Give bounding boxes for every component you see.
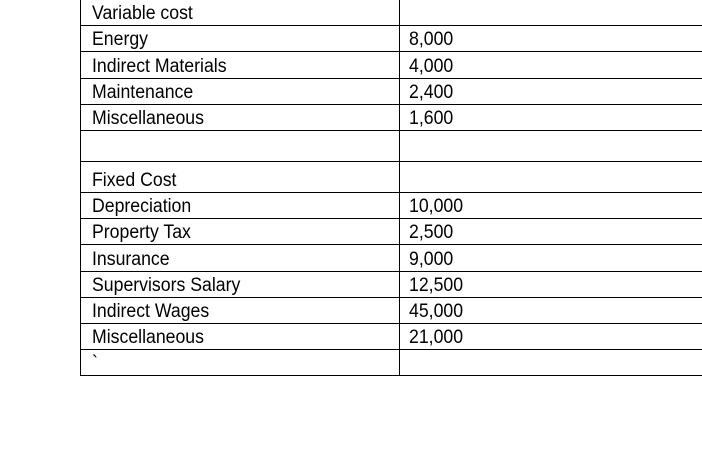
table-row: ` bbox=[80, 349, 702, 377]
row-value: 45,000 bbox=[399, 297, 702, 324]
table-row: Depreciation 10,000 bbox=[80, 192, 702, 220]
row-value: 8,000 bbox=[399, 25, 702, 53]
row-value: 10,000 bbox=[399, 192, 702, 220]
table-row: Energy 8,000 bbox=[80, 25, 702, 53]
row-label: Variable cost bbox=[80, 0, 400, 27]
row-label: Fixed Cost bbox=[80, 161, 400, 193]
table-row: Insurance 9,000 bbox=[80, 244, 702, 272]
row-label bbox=[80, 130, 400, 162]
row-label: Indirect Wages bbox=[80, 297, 400, 324]
row-label: Insurance bbox=[80, 244, 400, 272]
row-label: Miscellaneous bbox=[80, 104, 400, 131]
row-label: Supervisors Salary bbox=[80, 271, 400, 298]
table-row: Fixed Cost bbox=[80, 161, 702, 193]
row-value: 2,500 bbox=[399, 218, 702, 246]
row-value: 9,000 bbox=[399, 244, 702, 272]
row-label: Miscellaneous bbox=[80, 323, 400, 351]
row-label: Depreciation bbox=[80, 192, 400, 220]
row-label: ` bbox=[80, 349, 400, 377]
row-value: 21,000 bbox=[399, 323, 702, 351]
row-value: 2,400 bbox=[399, 78, 702, 105]
table-row: Supervisors Salary 12,500 bbox=[80, 271, 702, 298]
table-row: Miscellaneous 21,000 bbox=[80, 323, 702, 351]
cost-table: Variable cost Energy 8,000 Indirect Mate… bbox=[80, 0, 702, 377]
row-value bbox=[399, 0, 702, 27]
row-value: 1,600 bbox=[399, 104, 702, 131]
row-label: Indirect Materials bbox=[80, 51, 400, 79]
row-value: 12,500 bbox=[399, 271, 702, 298]
table-row: Miscellaneous 1,600 bbox=[80, 104, 702, 131]
row-label: Maintenance bbox=[80, 78, 400, 105]
table-row: Property Tax 2,500 bbox=[80, 218, 702, 246]
row-value bbox=[399, 130, 702, 162]
table-row bbox=[80, 130, 702, 162]
row-value bbox=[399, 349, 702, 377]
row-label: Energy bbox=[80, 25, 400, 53]
table-row: Variable cost bbox=[80, 0, 702, 27]
table-row: Maintenance 2,400 bbox=[80, 78, 702, 105]
table-row: Indirect Wages 45,000 bbox=[80, 297, 702, 324]
row-value bbox=[399, 161, 702, 193]
row-label: Property Tax bbox=[80, 218, 400, 246]
table-row: Indirect Materials 4,000 bbox=[80, 51, 702, 79]
row-value: 4,000 bbox=[399, 51, 702, 79]
